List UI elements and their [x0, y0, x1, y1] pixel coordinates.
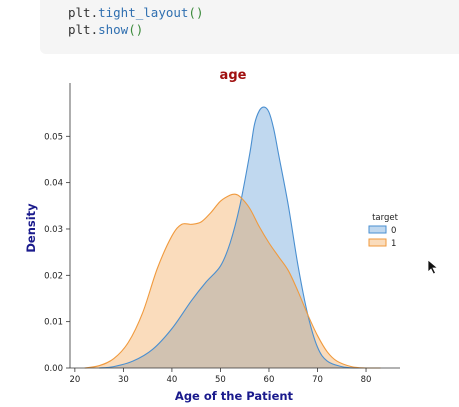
x-axis-label: Age of the Patient [175, 389, 294, 403]
code-line: plt.tight_layout() [68, 4, 459, 21]
y-tick-label: 0.01 [44, 318, 63, 328]
code-function: show [98, 22, 129, 37]
mouse-pointer-icon [427, 259, 439, 275]
code-parens: () [188, 5, 204, 20]
x-tick-label: 20 [69, 375, 80, 385]
legend-label-1: 1 [391, 239, 396, 249]
kde-chart: age 20 30 40 50 60 70 80 0.000.010.020.030.040… [24, 68, 400, 403]
plot-area [84, 106, 381, 369]
y-axis-label: Density [24, 203, 38, 253]
legend-swatch-1 [368, 238, 387, 247]
series-1-line [84, 193, 381, 369]
legend: target 0 1 [368, 213, 399, 249]
x-tick-label: 80 [361, 375, 372, 385]
y-tick-label: 0.00 [44, 364, 63, 374]
code-function: tight_layout [98, 5, 189, 20]
x-tick-label: 60 [264, 375, 275, 385]
y-tick-label: 0.04 [44, 179, 63, 189]
x-tick-label: 30 [118, 375, 129, 385]
legend-swatch-0 [368, 225, 387, 234]
series-0-line [99, 106, 371, 369]
x-tick-label: 40 [166, 375, 177, 385]
code-object: plt. [68, 22, 99, 37]
legend-title: target [372, 213, 399, 223]
code-cell[interactable]: plt.tight_layout() plt.show() [40, 0, 459, 54]
x-tick-label: 50 [215, 375, 226, 385]
code-parens: () [128, 22, 144, 37]
y-tick-label: 0.02 [44, 271, 63, 281]
code-object: plt. [68, 5, 99, 20]
y-tick-label: 0.03 [44, 225, 63, 235]
series-1-area [84, 194, 381, 368]
code-line: plt.show() [68, 21, 459, 38]
y-tick-label: 0.05 [44, 132, 63, 142]
y-ticks: 0.00 0.01 0.02 0.03 0.04 0.05 [44, 132, 70, 374]
chart-title: age [220, 68, 247, 83]
x-tick-label: 70 [312, 375, 323, 385]
x-ticks: 20 30 40 50 60 70 80 [69, 368, 371, 385]
legend-label-0: 0 [391, 226, 396, 236]
